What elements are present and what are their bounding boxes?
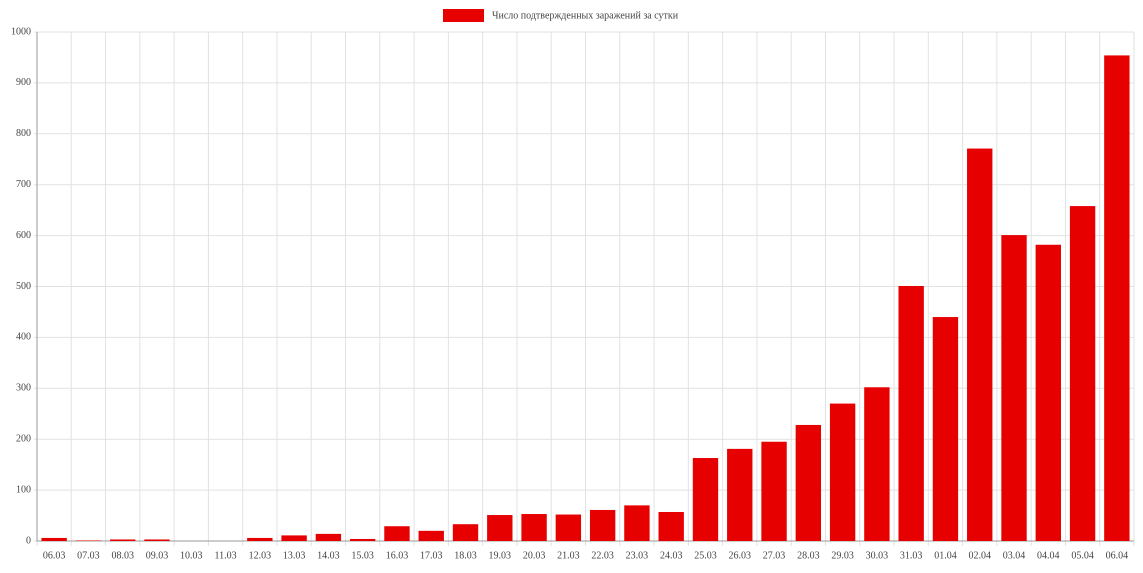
x-tick-label: 26.03 [729,550,752,561]
x-tick-label: 23.03 [626,550,649,561]
bar [727,448,753,541]
bar [658,511,684,541]
x-tick-label: 06.04 [1106,550,1129,561]
bar [1069,206,1096,541]
bar [384,526,410,541]
bar [487,515,513,541]
legend-label: Число подтвержденных заражений за сутки [492,10,679,21]
x-tick-label: 05.04 [1071,550,1094,561]
x-tick-label: 20.03 [523,550,546,561]
x-tick-label: 31.03 [900,550,923,561]
y-tick-label: 900 [16,77,31,88]
bar [761,441,787,541]
x-tick-label: 27.03 [763,550,786,561]
y-tick-label: 600 [16,230,31,241]
x-tick-label: 03.04 [1003,550,1026,561]
bar [967,148,993,541]
bar [315,533,342,541]
x-tick-label: 25.03 [694,550,717,561]
bar [864,387,890,541]
y-tick-label: 0 [26,535,31,546]
x-tick-label: 24.03 [660,550,683,561]
x-tick-label: 01.04 [934,550,957,561]
x-tick-label: 15.03 [351,550,374,561]
x-tick-label: 12.03 [249,550,272,561]
y-tick-label: 200 [16,433,31,444]
x-tick-label: 02.04 [968,550,991,561]
y-tick-label: 500 [16,281,31,292]
x-tick-label: 19.03 [489,550,512,561]
x-tick-label: 13.03 [283,550,306,561]
bar [1035,244,1061,541]
y-tick-label: 100 [16,484,31,495]
x-tick-label: 06.03 [43,550,66,561]
x-tick-label: 08.03 [111,550,134,561]
bar [41,537,67,541]
bar [692,458,719,541]
x-tick-label: 16.03 [386,550,409,561]
bar [247,537,273,541]
y-tick-label: 700 [16,179,31,190]
x-tick-label: 11.03 [214,550,236,561]
y-tick-label: 300 [16,383,31,394]
bar [110,539,136,541]
bar [349,538,376,541]
y-tick-label: 1000 [11,26,31,37]
y-tick-label: 800 [16,128,31,139]
x-tick-label: 21.03 [557,550,580,561]
bar [521,514,547,541]
bar [829,403,856,541]
x-tick-label: 18.03 [454,550,477,561]
x-tick-label: 22.03 [591,550,614,561]
bar [624,505,650,541]
x-tick-label: 07.03 [77,550,100,561]
bar [418,530,444,541]
legend-swatch [443,9,484,22]
x-tick-label: 09.03 [146,550,169,561]
y-tick-label: 400 [16,332,31,343]
x-tick-label: 14.03 [317,550,340,561]
bar [589,509,616,541]
bar [75,540,102,541]
bar [1001,235,1027,541]
x-tick-label: 29.03 [831,550,854,561]
x-tick-label: 04.04 [1037,550,1060,561]
x-tick-label: 10.03 [180,550,203,561]
bar [795,424,822,541]
bar [898,285,924,541]
bar [144,539,170,541]
bar [1104,55,1130,541]
x-tick-label: 17.03 [420,550,443,561]
bar [555,514,582,541]
x-tick-label: 28.03 [797,550,820,561]
bar [452,524,479,541]
x-tick-label: 30.03 [866,550,889,561]
bar [932,317,959,541]
bar [281,535,307,541]
